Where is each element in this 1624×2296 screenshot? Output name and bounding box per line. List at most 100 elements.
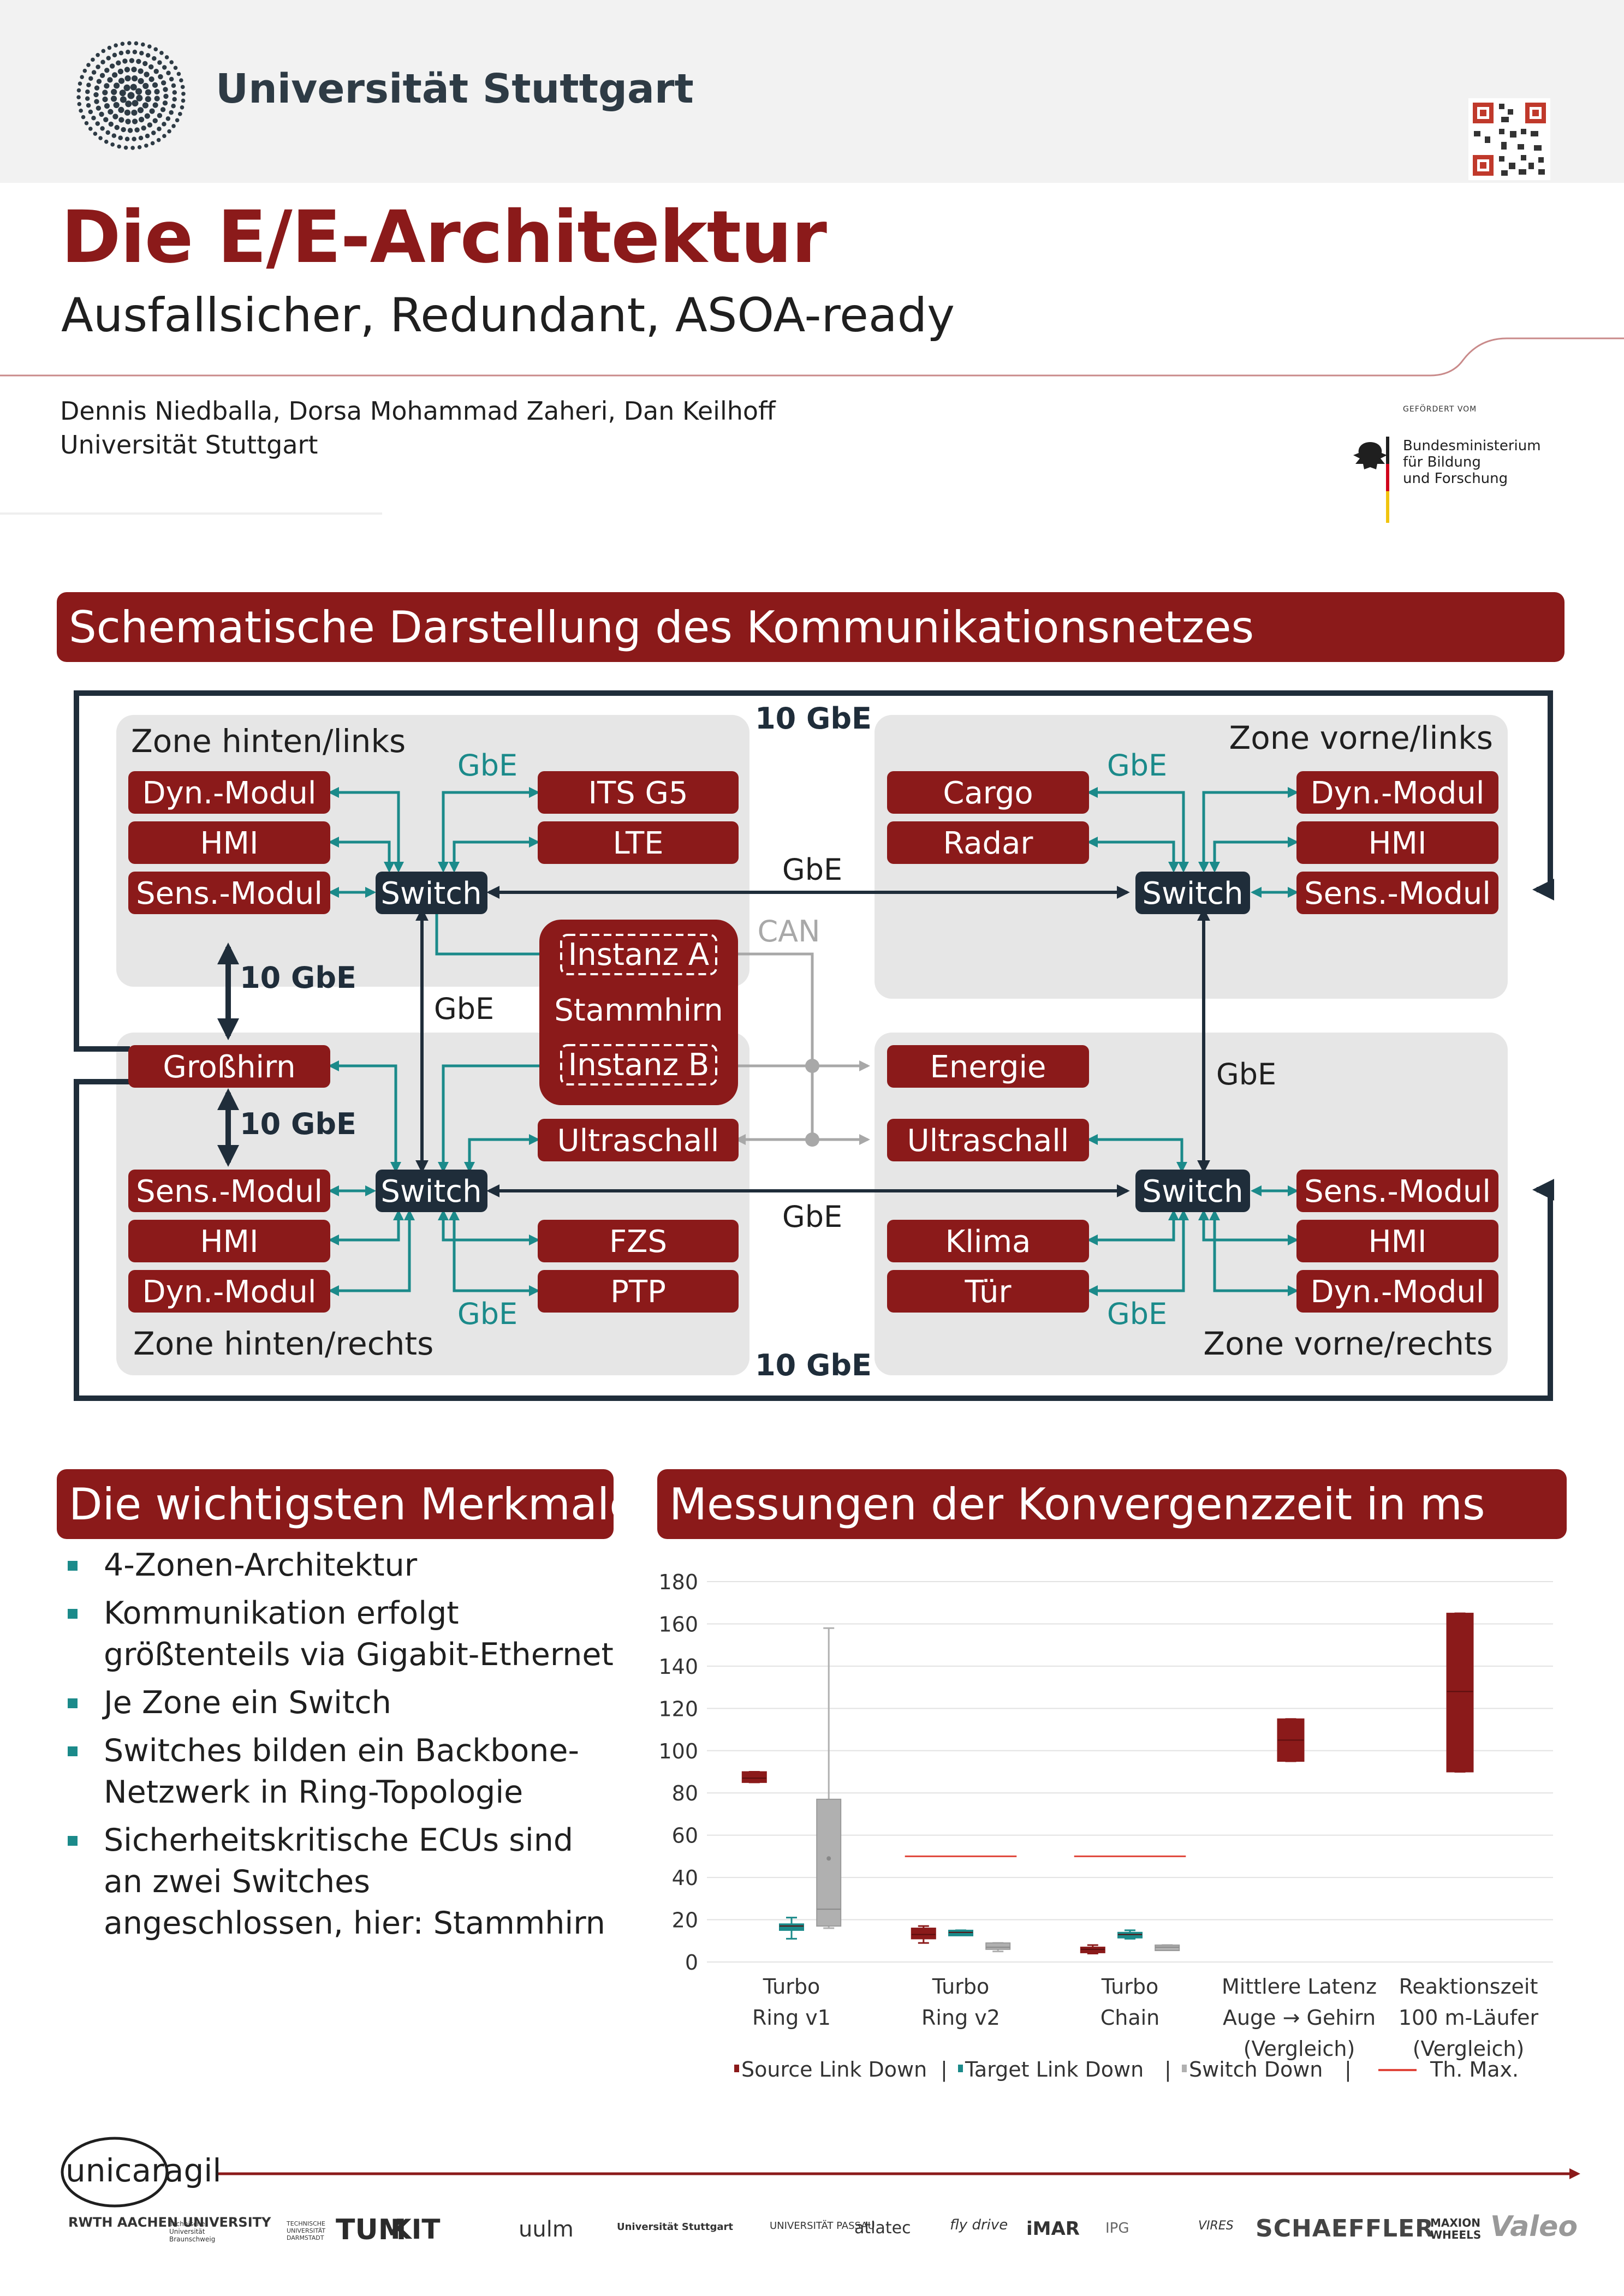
module-box (1296, 1220, 1498, 1262)
module-box (1296, 1170, 1498, 1212)
module-label: Dyn.-Modul (1311, 776, 1485, 811)
partner-logo: TUM (336, 2214, 407, 2246)
x-tick-label: Chain (1100, 2006, 1160, 2030)
switch-box (376, 1170, 487, 1212)
legend-swatch (958, 2065, 963, 2072)
module-box (887, 1270, 1089, 1313)
federal-eagle-icon (1353, 437, 1389, 523)
list-item: Je Zone ein Switch (60, 1682, 617, 1724)
link-label-gbe: GbE (782, 852, 842, 887)
switch-label: Switch (380, 1174, 481, 1209)
partner-logo: Technische Universität Braunschweig (169, 2220, 216, 2243)
box (1155, 1945, 1180, 1952)
qr-code-icon[interactable] (1468, 98, 1550, 180)
y-tick-label: 140 (658, 1655, 698, 1679)
module-label: Ultraschall (557, 1123, 719, 1159)
instanz-a-label: Instanz A (568, 937, 709, 973)
y-tick-label: 100 (658, 1739, 698, 1763)
module-box (887, 821, 1089, 864)
network-heading: Schematische Darstellung des Kommunikati… (57, 592, 1564, 662)
y-tick-label: 120 (658, 1697, 698, 1721)
instanz-b-label: Instanz B (568, 1047, 710, 1083)
page-title: Die E/E-Architektur (61, 195, 827, 279)
legend-swatch (734, 2065, 739, 2072)
link-label-10gbe: 10 GbE (240, 961, 356, 995)
legend-label: Target Link Down (965, 2058, 1144, 2082)
x-tick-label: Turbo (763, 1975, 820, 1999)
module-box (128, 1045, 330, 1088)
page-subtitle: Ausfallsicher, Redundant, ASOA-ready (61, 288, 955, 343)
box (985, 1942, 1011, 1950)
module-box (128, 821, 330, 864)
list-item: Sicherheitskritische ECUs sind an zwei S… (60, 1820, 617, 1944)
zone-label: Zone vorne/rechts (1203, 1325, 1493, 1362)
module-box (128, 1270, 330, 1313)
box (741, 1771, 767, 1783)
module-label: Radar (943, 826, 1034, 861)
x-tick-label: (Vergleich) (1413, 2037, 1525, 2061)
module-label: Dyn.-Modul (142, 1274, 317, 1310)
module-box (1296, 872, 1498, 914)
module-box (128, 872, 330, 914)
link-label-can: CAN (757, 914, 820, 949)
module-label: LTE (612, 826, 663, 861)
y-tick-label: 80 (672, 1781, 698, 1805)
partner-logo: MAXION WHEELS (1430, 2216, 1482, 2241)
x-tick-label: Ring v1 (752, 2006, 831, 2030)
link-label-gbe: GbE (434, 992, 494, 1026)
module-label: Dyn.-Modul (142, 776, 317, 811)
link-label-gbe: GbE (457, 748, 517, 783)
module-label: ITS G5 (588, 776, 688, 811)
partner-logo: fly drive (950, 2217, 1008, 2233)
x-tick-label: Turbo (932, 1975, 990, 1999)
author-names: Dennis Niedballa, Dorsa Mohammad Zaheri,… (60, 396, 776, 426)
module-box (1296, 821, 1498, 864)
switch-label: Switch (1142, 876, 1243, 911)
stammhirn-label: Stammhirn (554, 993, 723, 1028)
module-label: Klima (945, 1224, 1031, 1260)
module-box (128, 1170, 330, 1212)
switch-box (1135, 872, 1250, 914)
module-label: Cargo (943, 776, 1033, 811)
module-label: HMI (200, 1224, 259, 1260)
measurements-heading: Messungen der Konvergenzzeit in ms (657, 1469, 1567, 1539)
y-tick-label: 180 (658, 1570, 698, 1594)
box (779, 1923, 804, 1931)
box (911, 1928, 936, 1940)
x-tick-label: Reaktionszeit (1399, 1975, 1538, 1999)
convergence-chart: 0 20 40 60 80 100 120 140 160 180 Turbo Ring v1 Turb… (658, 1570, 1553, 2082)
instanz-a-box (560, 934, 717, 975)
title-divider (0, 337, 1624, 377)
y-tick-label: 60 (672, 1824, 698, 1848)
partner-logo: Universität Stuttgart (617, 2221, 734, 2233)
funder-name: Bundesministerium für Bildung und Forsch… (1403, 438, 1541, 487)
x-tick-label: Auge → Gehirn (1223, 2006, 1376, 2030)
module-label: Dyn.-Modul (1311, 1274, 1485, 1310)
legend-swatch (1182, 2065, 1187, 2072)
box-mean (826, 1856, 831, 1861)
partner-logo: KIT (390, 2214, 441, 2245)
zone-label: Zone hinten/links (131, 723, 406, 760)
legend-label: Switch Down (1189, 2058, 1323, 2082)
author-affiliation: Universität Stuttgart (60, 430, 318, 460)
partner-logo: TECHNISCHE UNIVERSITÄT DARMSTADT (287, 2220, 326, 2241)
y-tick-label: 160 (658, 1612, 698, 1636)
legend-label: Source Link Down (741, 2058, 927, 2082)
partner-logo: RWTH AACHEN UNIVERSITY (68, 2215, 271, 2230)
link-label-10gbe: 10 GbE (755, 701, 872, 736)
x-tick-label: Turbo (1101, 1975, 1159, 1999)
legend-label: Th. Max. (1430, 2058, 1519, 2082)
network-diagram: Dyn.-Modul HMI Sens.-Modul ITS G5 LTE Ca… (74, 690, 1554, 1401)
author-divider (0, 512, 382, 515)
unicaragil-logo: unicaragil (61, 2137, 1580, 2208)
switch-box (1135, 1170, 1250, 1212)
partner-logo: iMAR (1026, 2218, 1080, 2240)
module-box (887, 771, 1089, 814)
features-heading: Die wichtigsten Merkmale (57, 1469, 636, 1539)
university-logo-icon (76, 41, 186, 150)
y-tick-label: 0 (685, 1951, 698, 1975)
module-box (538, 1220, 739, 1262)
switch-box (376, 872, 487, 914)
module-label: Großhirn (163, 1049, 295, 1085)
instanz-b-box (560, 1044, 717, 1086)
